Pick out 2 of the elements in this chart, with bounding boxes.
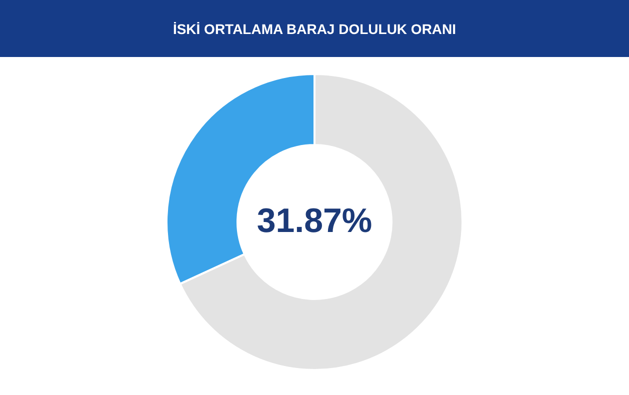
text: 31.87% <box>256 202 372 240</box>
chart-title: İSKİ ORTALAMA BARAJ DOLULUK ORANI <box>0 0 629 57</box>
